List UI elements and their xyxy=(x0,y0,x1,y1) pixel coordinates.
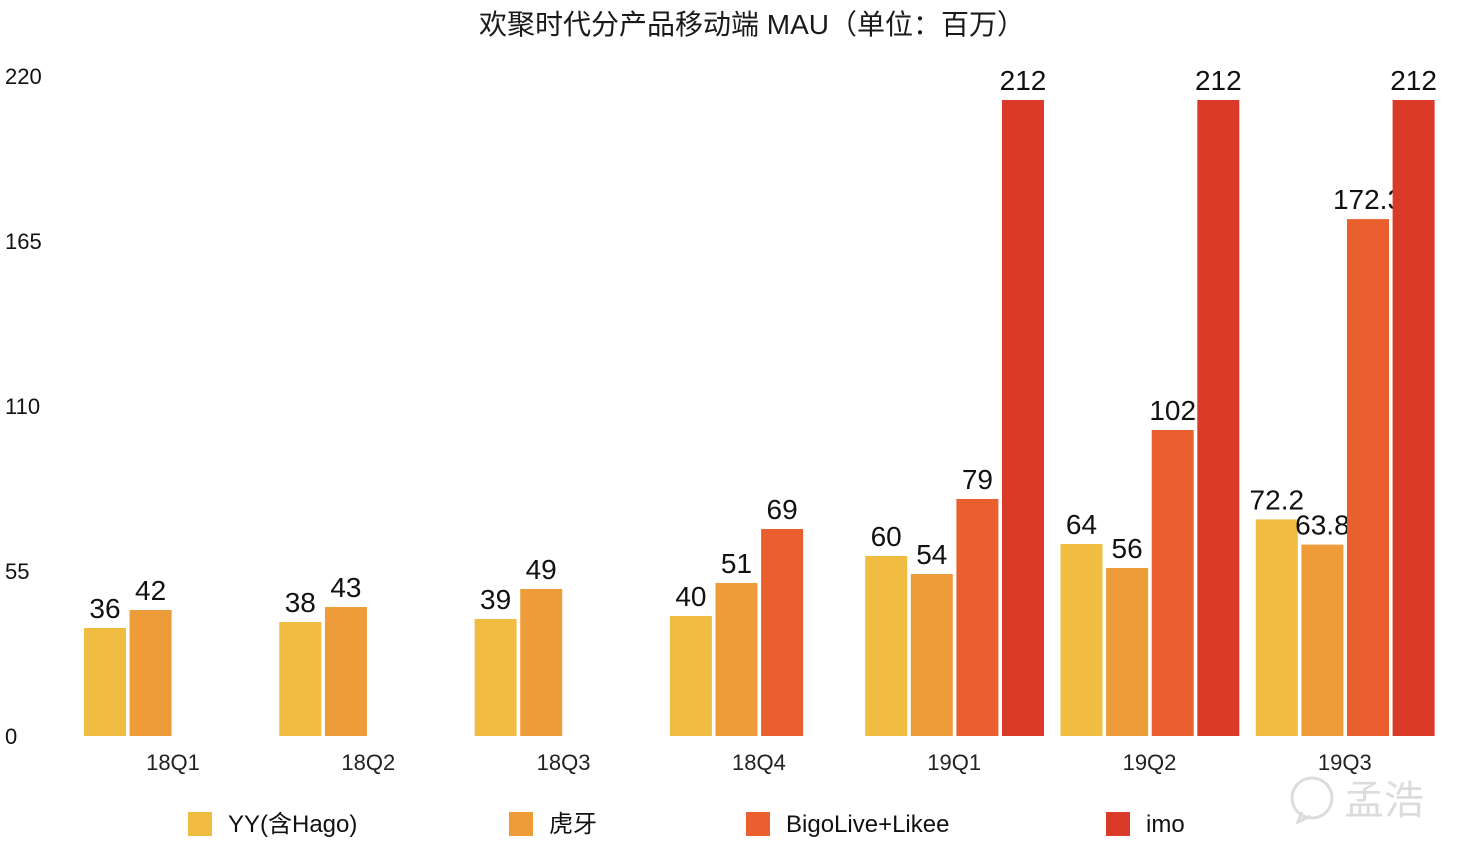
x-tick-label: 18Q4 xyxy=(732,750,786,775)
x-tick-label: 18Q3 xyxy=(537,750,591,775)
data-label: 102 xyxy=(1149,395,1196,426)
bar xyxy=(865,556,908,736)
bar xyxy=(520,589,563,736)
bar xyxy=(761,529,804,736)
data-label: 212 xyxy=(1195,65,1242,96)
bar xyxy=(129,610,172,736)
data-label: 172.3 xyxy=(1333,184,1403,215)
y-tick-label: 110 xyxy=(5,394,40,419)
x-tick-label: 19Q2 xyxy=(1123,750,1177,775)
bar xyxy=(1002,100,1044,736)
y-tick-label: 0 xyxy=(5,724,17,749)
bar xyxy=(1255,519,1298,736)
bar xyxy=(715,583,758,736)
legend-label: imo xyxy=(1146,811,1185,838)
bar xyxy=(910,574,953,736)
data-label: 79 xyxy=(962,464,993,495)
chat-bubble-icon xyxy=(1290,776,1334,820)
bar xyxy=(1347,219,1389,737)
bar xyxy=(669,616,712,736)
data-label: 56 xyxy=(1112,533,1143,564)
data-label: 51 xyxy=(721,548,752,579)
data-label: 38 xyxy=(285,587,316,618)
legend-label: BigoLive+Likee xyxy=(786,811,949,838)
legend: YY(含Hago) 虎牙 BigoLive+Likee imo xyxy=(188,811,1185,838)
y-tick-label: 165 xyxy=(5,229,42,254)
x-tick-label: 19Q3 xyxy=(1318,750,1372,775)
data-label: 212 xyxy=(1000,65,1047,96)
x-axis: 18Q1 18Q2 18Q3 18Q4 19Q1 19Q2 19Q3 xyxy=(146,750,1372,775)
x-tick-label: 19Q1 xyxy=(927,750,981,775)
x-tick-label: 18Q1 xyxy=(146,750,200,775)
data-label: 69 xyxy=(767,494,798,525)
legend-swatch xyxy=(188,812,212,836)
data-label: 60 xyxy=(871,521,902,552)
bar xyxy=(1392,100,1435,736)
legend-swatch xyxy=(1106,812,1130,836)
watermark: 孟浩 xyxy=(1290,776,1424,826)
x-tick-label: 18Q2 xyxy=(341,750,395,775)
data-label: 54 xyxy=(916,539,947,570)
watermark-text: 孟浩 xyxy=(1344,778,1424,824)
y-axis: 0 55 110 165 220 xyxy=(5,64,42,749)
bar xyxy=(1301,544,1344,736)
data-label: 212 xyxy=(1390,65,1437,96)
chart-title: 欢聚时代分产品移动端 MAU（单位：百万） xyxy=(479,9,1025,40)
legend-swatch xyxy=(509,812,533,836)
bar xyxy=(84,628,126,736)
bar xyxy=(474,619,517,736)
bar xyxy=(956,499,999,736)
bar-group: 36 38 39 40 60 64 72.2 42 43 49 51 54 56 63.8 69 79 102 1… xyxy=(84,65,1437,737)
data-label: 72.2 xyxy=(1250,484,1305,515)
y-tick-label: 220 xyxy=(5,64,42,89)
data-label: 42 xyxy=(135,575,166,606)
data-label: 49 xyxy=(526,554,557,585)
data-label: 39 xyxy=(480,584,511,615)
data-label: 40 xyxy=(675,581,706,612)
legend-label: 虎牙 xyxy=(549,811,597,838)
data-label: 63.8 xyxy=(1295,510,1350,541)
data-label: 36 xyxy=(89,593,120,624)
bar xyxy=(1106,568,1149,736)
bar xyxy=(279,622,322,736)
bar xyxy=(1197,100,1240,736)
chat-bubble-tail xyxy=(1295,811,1311,826)
data-label: 64 xyxy=(1066,509,1097,540)
bar xyxy=(324,607,367,736)
data-label: 43 xyxy=(330,572,361,603)
legend-label: YY(含Hago) xyxy=(228,811,357,838)
legend-swatch xyxy=(746,812,770,836)
bar xyxy=(1151,430,1194,736)
bar xyxy=(1060,544,1103,736)
y-tick-label: 55 xyxy=(5,559,29,584)
